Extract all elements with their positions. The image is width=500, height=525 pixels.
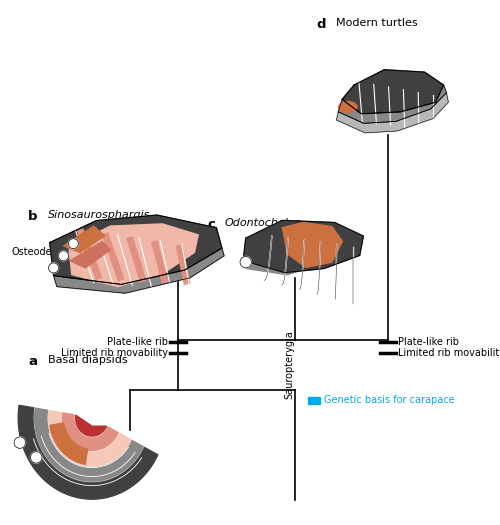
Polygon shape [18, 405, 158, 499]
Text: Sinosaurosphargis: Sinosaurosphargis [48, 210, 150, 220]
Circle shape [30, 452, 42, 463]
Polygon shape [76, 415, 106, 436]
Polygon shape [69, 224, 198, 287]
Text: Limited rib movability: Limited rib movability [398, 348, 500, 358]
Polygon shape [54, 248, 224, 293]
Ellipse shape [338, 101, 357, 112]
Polygon shape [243, 236, 364, 275]
Polygon shape [282, 223, 343, 267]
Polygon shape [50, 215, 222, 285]
Text: c: c [207, 218, 215, 231]
Circle shape [58, 251, 68, 261]
Circle shape [14, 437, 26, 448]
Polygon shape [48, 411, 130, 466]
Text: Limited rib movability: Limited rib movability [61, 348, 168, 358]
Polygon shape [338, 85, 446, 123]
Circle shape [48, 263, 58, 273]
Polygon shape [62, 413, 118, 450]
Text: Plate-like rib: Plate-like rib [398, 337, 459, 347]
Text: Plate-like rib: Plate-like rib [107, 337, 168, 347]
Text: Osteoderms: Osteoderms [12, 247, 71, 257]
Text: Basal diapsids: Basal diapsids [48, 355, 128, 365]
Bar [308, 396, 320, 404]
Text: b: b [28, 210, 38, 223]
Text: Genetic basis for carapace: Genetic basis for carapace [324, 395, 454, 405]
Text: a: a [28, 355, 37, 368]
Polygon shape [336, 93, 448, 133]
Circle shape [240, 257, 252, 268]
Text: Sauropterygia: Sauropterygia [284, 331, 294, 400]
Text: Modern turtles: Modern turtles [336, 18, 417, 28]
Polygon shape [70, 242, 110, 268]
Text: Odontochelys: Odontochelys [225, 218, 301, 228]
Polygon shape [34, 408, 143, 481]
Polygon shape [50, 423, 88, 464]
Polygon shape [342, 70, 444, 114]
Polygon shape [64, 226, 105, 253]
Text: d: d [316, 18, 326, 31]
Polygon shape [243, 220, 364, 272]
Circle shape [68, 239, 78, 249]
